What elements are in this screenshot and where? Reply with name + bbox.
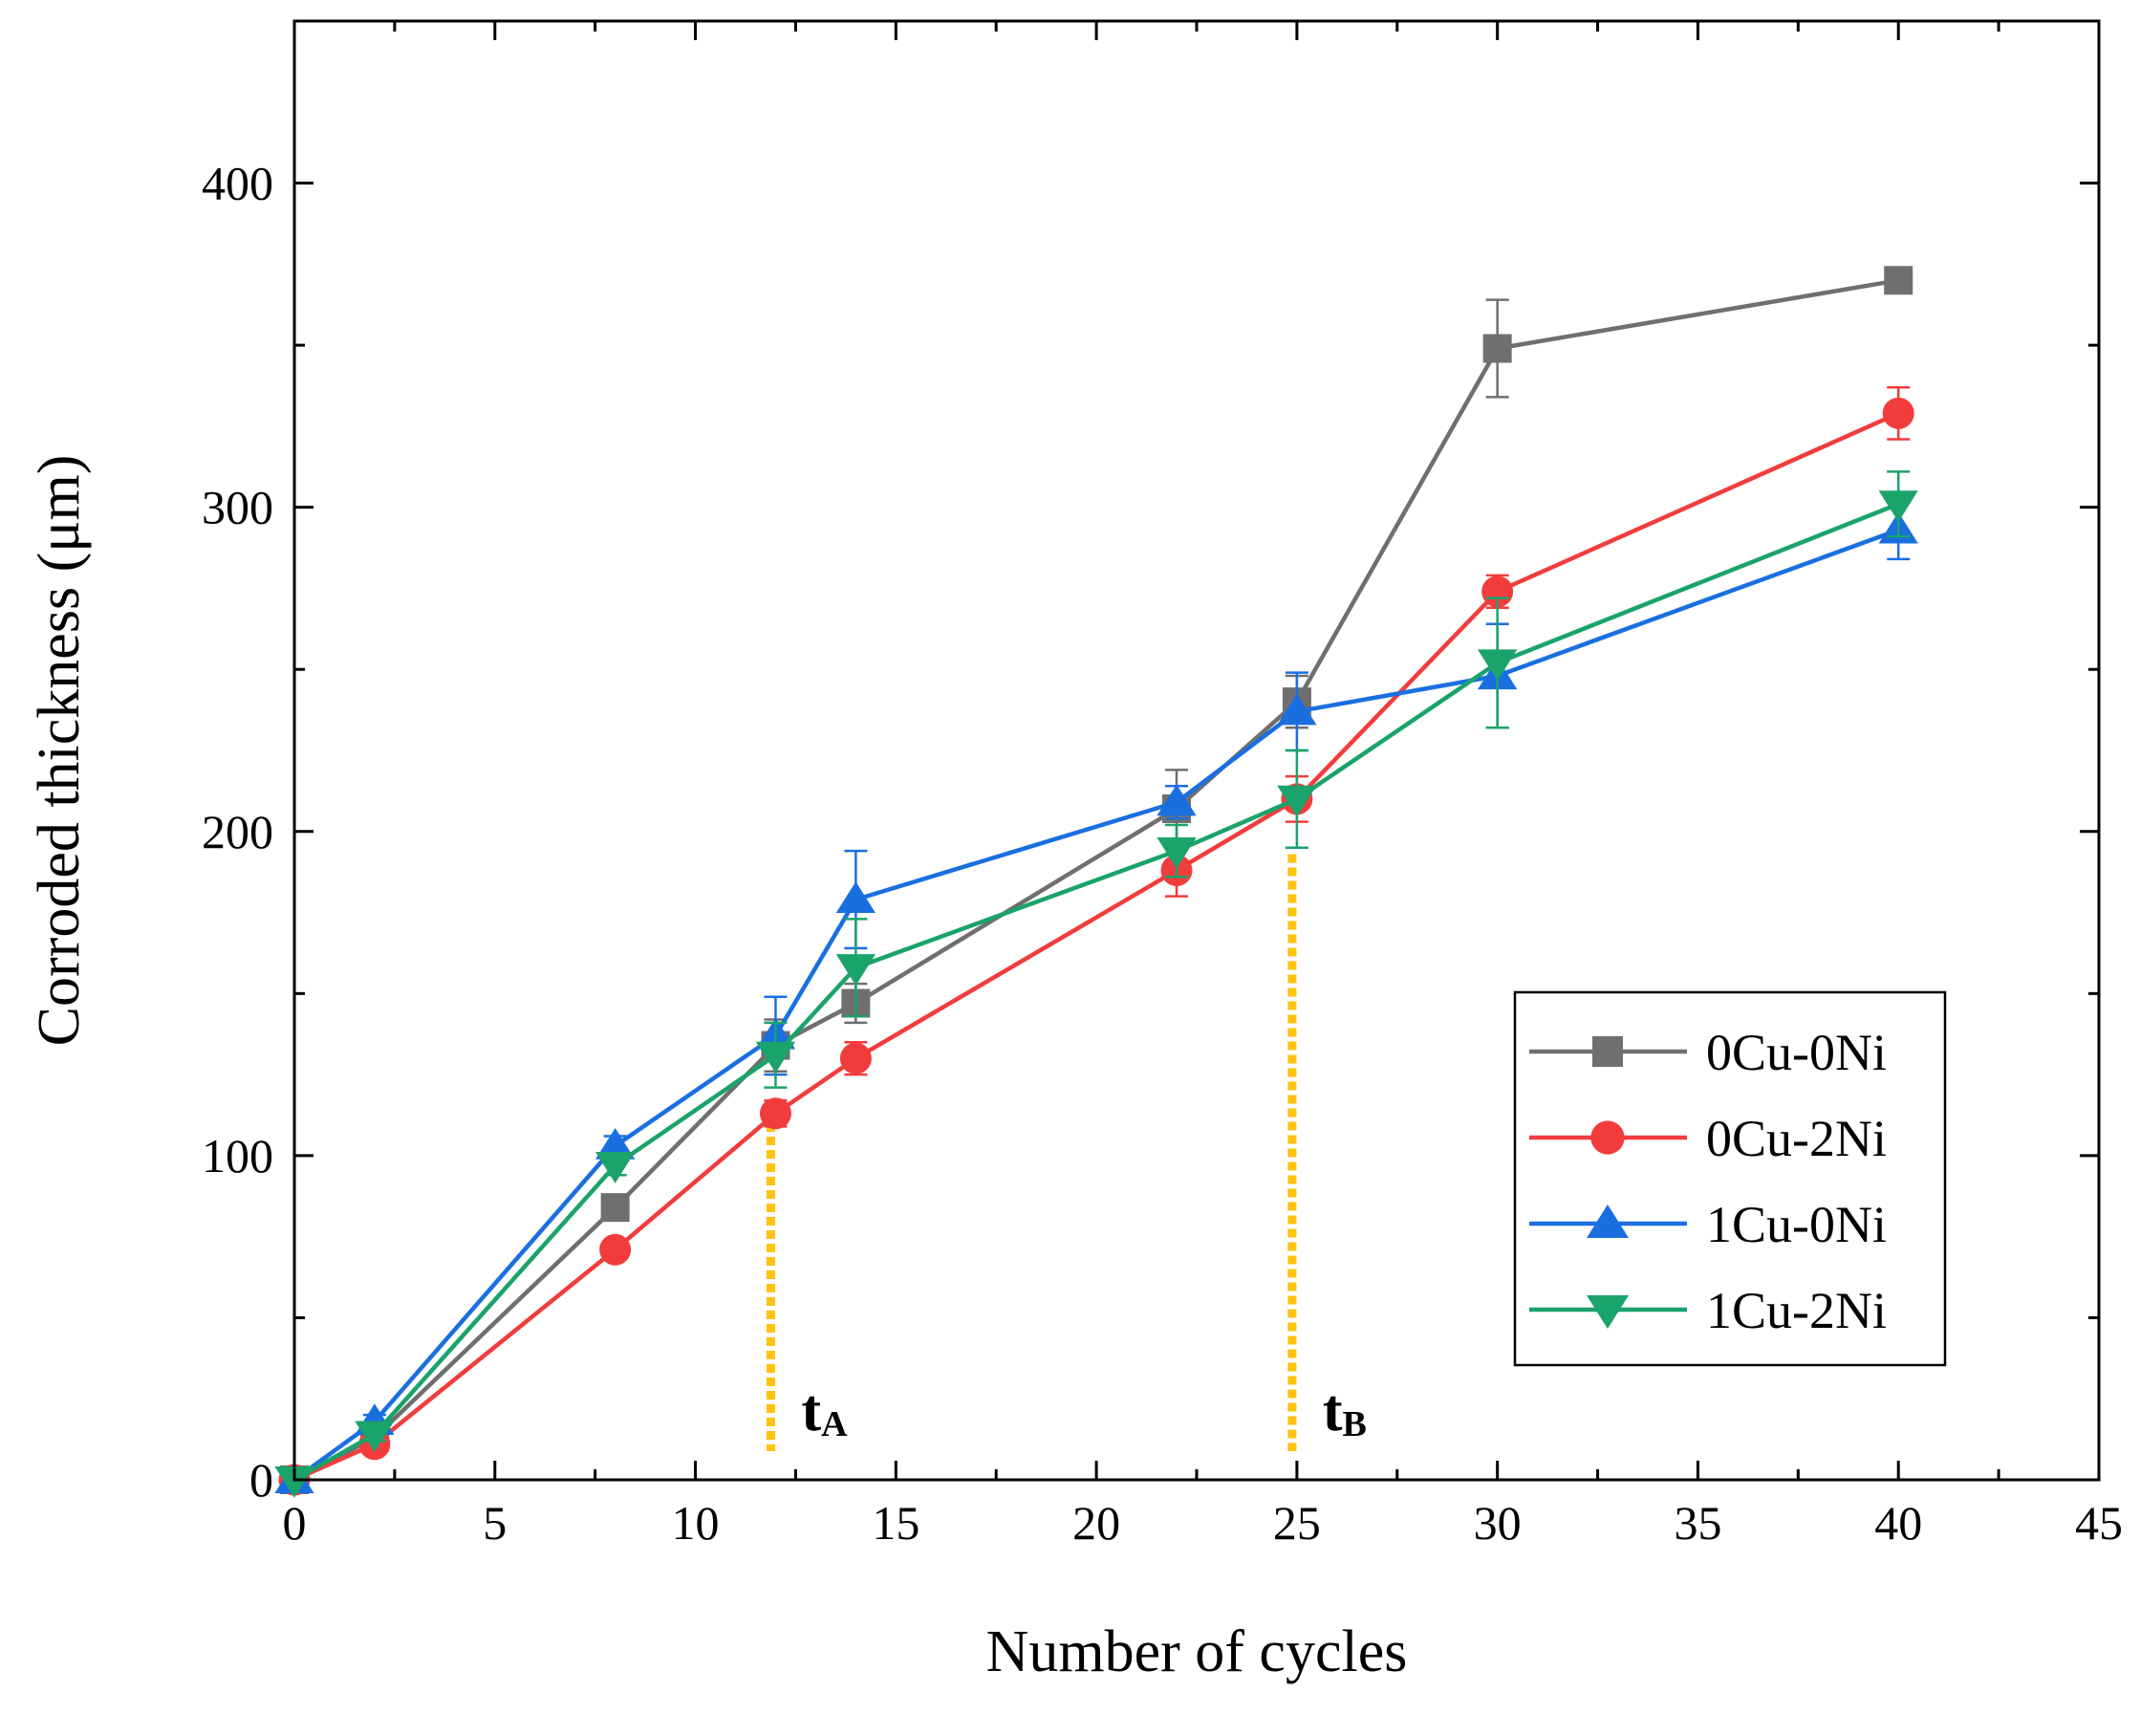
data-point [595, 1127, 636, 1160]
data-point [1878, 490, 1918, 523]
x-tick-label: 10 [672, 1496, 720, 1550]
legend-marker [1587, 1204, 1629, 1238]
legend-label: 1Cu-2Ni [1706, 1282, 1887, 1339]
data-point [274, 1465, 314, 1498]
x-tick-label: 15 [872, 1496, 919, 1550]
y-axis-title: Corroded thickness (μm) [27, 455, 92, 1047]
data-point [835, 954, 876, 986]
data-point [1478, 649, 1518, 682]
legend-frame [1513, 990, 1947, 1367]
y-tick-label: 0 [249, 1453, 273, 1507]
threshold-label-subscript: A [821, 1404, 848, 1444]
data-point [600, 1193, 630, 1223]
data-point [599, 1233, 632, 1266]
x-tick-label: 25 [1273, 1496, 1321, 1550]
threshold-label-subscript: B [1343, 1404, 1367, 1444]
y-tick-label: 200 [202, 805, 273, 858]
x-tick-label: 35 [1674, 1496, 1721, 1550]
x-tick-label: 30 [1474, 1496, 1522, 1550]
x-tick-label: 20 [1072, 1496, 1120, 1550]
legend-marker [1590, 1120, 1625, 1155]
data-point [355, 1421, 395, 1453]
data-point [759, 1097, 791, 1130]
series-1Cu-2Ni [274, 470, 1918, 1498]
data-point [1482, 334, 1512, 363]
legend-label: 0Cu-2Ni [1706, 1110, 1887, 1167]
threshold-label-main: t [1323, 1378, 1343, 1443]
data-point [595, 1151, 636, 1183]
x-axis-title: Number of cycles [986, 1619, 1408, 1684]
data-point [839, 1042, 872, 1074]
legend-marker [1592, 1036, 1623, 1067]
x-tick-label: 0 [283, 1496, 307, 1550]
axis-ticks: 0 5 10 15 20 25 30 35 40 45 0 100 200 300 400 [202, 19, 2123, 1550]
x-tick-label: 40 [1874, 1496, 1922, 1550]
y-tick-label: 100 [202, 1129, 273, 1183]
y-tick-label: 300 [202, 481, 273, 534]
legend-marker [1587, 1295, 1629, 1329]
data-point [1277, 693, 1317, 726]
data-point [835, 881, 876, 914]
annotations: tA tB [766, 854, 1367, 1451]
data-point [1277, 785, 1317, 817]
legend: 0Cu-0Ni 0Cu-2Ni 1Cu-0Ni 1Cu-2Ni [1513, 990, 1947, 1367]
x-tick-label: 5 [483, 1496, 507, 1550]
data-point [1156, 837, 1197, 869]
legend-label: 0Cu-0Ni [1706, 1024, 1887, 1081]
data-point [755, 1041, 796, 1074]
series-group [274, 266, 1918, 1498]
y-tick-label: 400 [202, 157, 273, 210]
legend-label: 1Cu-0Ni [1706, 1196, 1887, 1253]
data-point [1156, 784, 1197, 816]
data-point [1884, 266, 1913, 295]
data-point [1882, 397, 1914, 429]
x-tick-label: 45 [2075, 1496, 2123, 1550]
threshold-label: tA [801, 1378, 848, 1444]
threshold-label: tB [1323, 1378, 1367, 1444]
threshold-label-main: t [801, 1378, 821, 1443]
data-point [1481, 575, 1514, 608]
